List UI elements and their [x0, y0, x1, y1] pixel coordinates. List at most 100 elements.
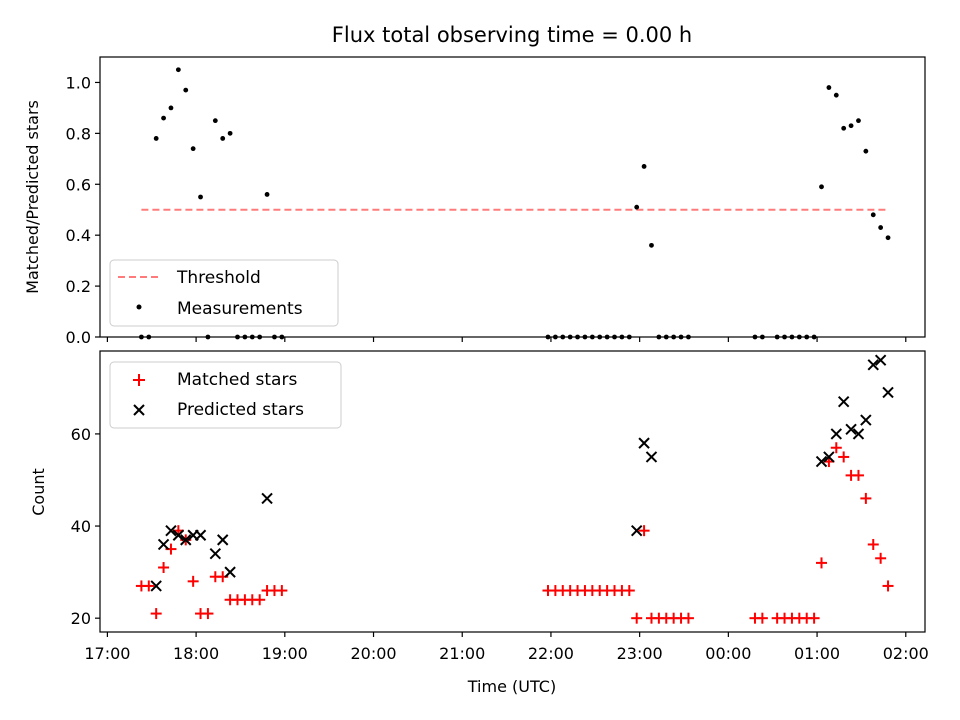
- predicted-star-marker: [815, 455, 828, 468]
- measurement-point: [220, 136, 226, 141]
- predicted-star-marker: [157, 538, 170, 551]
- legend-predicted-x-icon: [133, 404, 145, 416]
- legend-matched-plus-icon: [133, 374, 145, 386]
- predicted-star-marker: [645, 451, 658, 463]
- measurement-point: [641, 164, 647, 169]
- measurement-point: [227, 130, 233, 136]
- measurement-point: [863, 148, 869, 154]
- x-tick-label: 22:00: [528, 644, 574, 663]
- bottom-plot-area: [135, 354, 894, 624]
- measurement-point: [885, 235, 891, 241]
- measurement-point: [878, 225, 884, 230]
- top-y-tick-label: 0.8: [66, 124, 91, 143]
- measurement-point: [161, 115, 166, 121]
- measurement-point: [833, 92, 839, 98]
- legend-threshold-label: Threshold: [176, 268, 261, 288]
- measurement-point: [841, 125, 847, 131]
- measurement-point: [190, 146, 196, 152]
- predicted-star-marker: [860, 414, 872, 426]
- predicted-star-marker: [261, 492, 273, 505]
- x-tick-label: 17:00: [84, 644, 130, 663]
- bottom-y-tick-label: 60: [71, 425, 91, 444]
- legend-measurement-dot-icon: [136, 304, 142, 310]
- predicted-star-marker: [172, 529, 185, 541]
- top-plot-area: [138, 67, 891, 340]
- legend-measurements-label: Measurements: [177, 299, 303, 319]
- measurement-point: [168, 105, 174, 111]
- matched-star-marker: [202, 608, 214, 620]
- bottom-axes-frame: [99, 350, 926, 633]
- predicted-star-marker: [823, 451, 835, 463]
- top-axes-frame: [99, 56, 926, 338]
- predicted-star-marker: [209, 547, 222, 560]
- matched-star-marker: [860, 492, 872, 504]
- matched-star-marker: [852, 469, 864, 481]
- x-tick-label: 23:00: [617, 644, 663, 663]
- measurement-point: [856, 118, 861, 124]
- top-panel: 0.0 0.2 0.4 0.6 0.8 1.0 Matched/Predicted sta…: [23, 56, 926, 347]
- matched-star-marker: [867, 538, 879, 550]
- matched-star-marker: [756, 612, 768, 624]
- predicted-star-marker: [852, 428, 865, 440]
- predicted-star-marker: [630, 524, 643, 537]
- matched-star-marker: [808, 612, 820, 624]
- predicted-star-marker: [224, 566, 236, 578]
- predicted-star-marker: [837, 395, 850, 408]
- legend-matched-label: Matched stars: [177, 370, 297, 390]
- matched-star-marker: [682, 612, 694, 624]
- bottom-legend-box: [109, 361, 342, 429]
- top-y-axis-label: Matched/Predicted stars: [23, 100, 42, 294]
- x-tick-label: 02:00: [883, 644, 929, 663]
- measurement-point: [183, 87, 189, 93]
- top-chart-title: Flux total observing time = 0.00 h: [332, 23, 692, 47]
- predicted-star-marker: [150, 580, 162, 592]
- measurement-point: [198, 194, 203, 200]
- x-tick-label: 19:00: [262, 644, 308, 663]
- top-legend-box: [109, 259, 339, 327]
- bottom-y-tick-label: 20: [71, 609, 91, 628]
- matched-star-marker: [631, 612, 643, 624]
- bottom-y-tick-label: 40: [71, 517, 91, 536]
- matched-star-marker: [638, 525, 650, 537]
- predicted-star-marker: [180, 534, 192, 546]
- measurement-point: [819, 184, 824, 190]
- measurement-point: [826, 85, 832, 90]
- bottom-x-axis: 17:00 18:00 19:00 20:00 21:00 22:00 23:00 00:00…: [84, 632, 929, 663]
- top-y-tick-label: 0.2: [66, 277, 91, 296]
- measurement-point: [649, 242, 654, 248]
- matched-star-marker: [882, 580, 894, 592]
- top-y-tick-label: 0.4: [66, 226, 91, 245]
- matched-star-marker: [158, 562, 170, 574]
- measurement-point: [634, 204, 640, 210]
- matched-star-marker: [816, 557, 828, 569]
- top-x-axis-ticks: [106, 337, 907, 342]
- predicted-star-marker: [882, 386, 894, 399]
- matched-star-marker: [875, 552, 887, 564]
- bottom-panel: 20 40 60 17:00 18:00 19:00 20:00 21:00 22:00 23:…: [29, 350, 929, 696]
- legend-predicted-label: Predicted stars: [177, 400, 304, 420]
- measurement-point: [870, 212, 876, 218]
- top-y-tick-label: 0.0: [66, 328, 91, 347]
- predicted-star-marker: [217, 534, 229, 546]
- predicted-star-marker: [165, 524, 177, 537]
- x-tick-label: 00:00: [705, 644, 751, 663]
- top-y-axis: 0.0 0.2 0.4 0.6 0.8 1.0: [66, 73, 100, 347]
- matched-star-marker: [838, 451, 850, 463]
- bottom-y-axis: 20 40 60: [71, 425, 100, 628]
- matched-star-marker: [276, 585, 288, 597]
- x-tick-label: 21:00: [439, 644, 485, 663]
- matched-star-marker: [830, 442, 842, 454]
- x-tick-label: 18:00: [173, 644, 219, 663]
- predicted-star-marker: [867, 359, 879, 371]
- matched-star-marker: [254, 594, 266, 606]
- top-y-tick-label: 1.0: [66, 73, 91, 92]
- matched-star-marker: [150, 608, 162, 620]
- matched-star-marker: [623, 585, 635, 597]
- matched-star-marker: [187, 575, 199, 587]
- x-tick-label: 20:00: [350, 644, 396, 663]
- top-y-tick-label: 0.6: [66, 175, 91, 194]
- predicted-star-marker: [845, 423, 857, 436]
- measurement-point: [153, 136, 159, 141]
